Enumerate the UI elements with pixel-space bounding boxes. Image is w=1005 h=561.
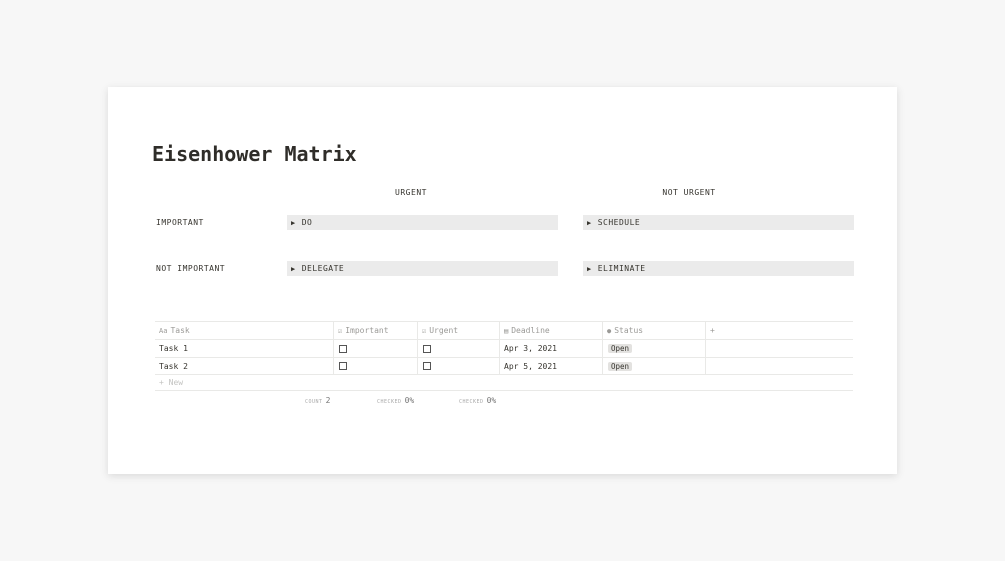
header-status[interactable]: ● Status	[603, 322, 706, 339]
page-card: Eisenhower Matrix URGENT NOT URGENT IMPO…	[108, 87, 897, 474]
text-icon: Aa	[159, 326, 168, 335]
status-badge[interactable]: Open	[608, 344, 633, 353]
urgent-checkbox[interactable]	[423, 362, 431, 370]
row-header-important: IMPORTANT	[156, 218, 204, 227]
column-header-urgent: URGENT	[395, 188, 427, 197]
page-title: Eisenhower Matrix	[152, 142, 357, 166]
deadline-cell[interactable]: Apr 5, 2021	[500, 358, 603, 374]
urgent-checkbox[interactable]	[423, 344, 431, 353]
toggle-label: DO	[301, 218, 313, 227]
task-name[interactable]: Task 2	[155, 358, 334, 374]
important-checkbox[interactable]	[339, 344, 347, 353]
toggle-label: SCHEDULE	[597, 218, 641, 227]
header-label: Task	[170, 326, 190, 335]
footer-value: 2	[325, 396, 331, 405]
footer-key: COUNT	[305, 399, 323, 405]
toggle-label: DELEGATE	[301, 264, 345, 273]
header-label: Urgent	[429, 326, 459, 335]
toggle-schedule[interactable]: ▶ SCHEDULE	[583, 215, 854, 230]
footer-urgent-checked[interactable]: CHECKED 0%	[459, 396, 496, 405]
checkbox-icon: ☑	[338, 326, 343, 335]
header-important[interactable]: ☑ Important	[334, 322, 418, 339]
new-row-button[interactable]: + New	[155, 375, 853, 391]
footer-key: CHECKED	[459, 399, 484, 405]
header-task[interactable]: Aa Task	[155, 322, 334, 339]
task-table: Aa Task ☑ Important ☑ Urgent ▤ Deadline ● Sta…	[155, 321, 853, 409]
toggle-eliminate[interactable]: ▶ ELIMINATE	[583, 261, 854, 276]
table-footer: COUNT 2 CHECKED 0% CHECKED 0%	[155, 391, 853, 409]
select-icon: ●	[607, 326, 612, 335]
status-badge[interactable]: Open	[608, 361, 633, 371]
toggle-do[interactable]: ▶ DO	[287, 215, 558, 230]
footer-count[interactable]: COUNT 2	[305, 396, 330, 405]
footer-key: CHECKED	[377, 399, 402, 405]
header-urgent[interactable]: ☑ Urgent	[418, 322, 500, 339]
deadline-cell[interactable]: Apr 3, 2021	[500, 340, 603, 357]
triangle-right-icon: ▶	[291, 265, 296, 273]
triangle-right-icon: ▶	[291, 219, 296, 227]
triangle-right-icon: ▶	[587, 219, 592, 227]
add-property-button[interactable]: +	[710, 326, 715, 335]
important-checkbox[interactable]	[339, 362, 347, 370]
checkbox-icon: ☑	[422, 326, 427, 335]
toggle-delegate[interactable]: ▶ DELEGATE	[287, 261, 558, 276]
column-header-not-urgent: NOT URGENT	[662, 188, 716, 197]
header-deadline[interactable]: ▤ Deadline	[500, 322, 603, 339]
header-label: Important	[345, 326, 389, 335]
footer-value: 0%	[404, 396, 415, 405]
table-row[interactable]: Task 2 Apr 5, 2021 Open	[155, 357, 853, 375]
table-row[interactable]: Task 1 Apr 3, 2021 Open	[155, 339, 853, 357]
table-header: Aa Task ☑ Important ☑ Urgent ▤ Deadline ● Sta…	[155, 321, 853, 339]
header-label: Status	[614, 326, 644, 335]
row-header-not-important: NOT IMPORTANT	[156, 264, 226, 273]
toggle-label: ELIMINATE	[597, 264, 646, 273]
calendar-icon: ▤	[504, 326, 509, 335]
task-name[interactable]: Task 1	[155, 340, 334, 357]
header-label: Deadline	[511, 326, 550, 335]
footer-important-checked[interactable]: CHECKED 0%	[377, 396, 414, 405]
triangle-right-icon: ▶	[587, 265, 592, 273]
footer-value: 0%	[486, 396, 497, 405]
